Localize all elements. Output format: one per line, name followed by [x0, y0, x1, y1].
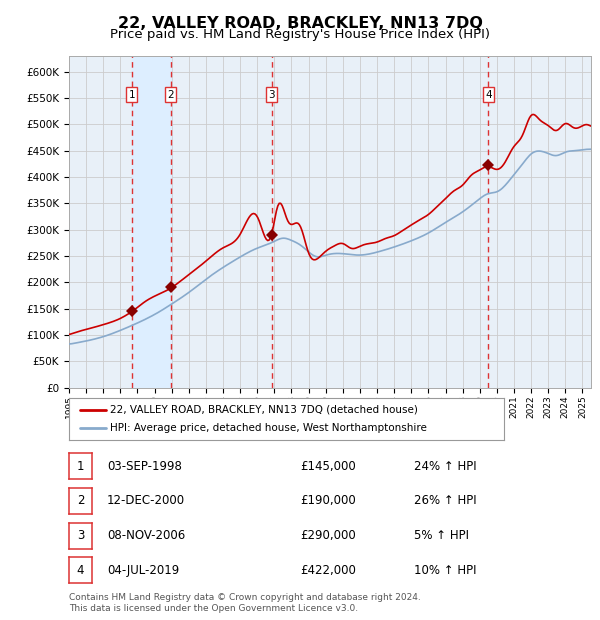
Text: 26% ↑ HPI: 26% ↑ HPI: [414, 495, 476, 507]
Text: 04-JUL-2019: 04-JUL-2019: [107, 564, 179, 577]
Text: £190,000: £190,000: [300, 495, 356, 507]
Text: £422,000: £422,000: [300, 564, 356, 577]
Text: 12-DEC-2000: 12-DEC-2000: [107, 495, 185, 507]
Text: 2: 2: [167, 90, 174, 100]
Text: 22, VALLEY ROAD, BRACKLEY, NN13 7DQ (detached house): 22, VALLEY ROAD, BRACKLEY, NN13 7DQ (det…: [110, 405, 418, 415]
Text: 5% ↑ HPI: 5% ↑ HPI: [414, 529, 469, 542]
Text: 1: 1: [77, 460, 84, 472]
Bar: [132, 56, 171, 388]
Text: 10% ↑ HPI: 10% ↑ HPI: [414, 564, 476, 577]
Text: 4: 4: [77, 564, 84, 577]
Text: 03-SEP-1998: 03-SEP-1998: [107, 460, 182, 472]
Text: 22, VALLEY ROAD, BRACKLEY, NN13 7DQ: 22, VALLEY ROAD, BRACKLEY, NN13 7DQ: [118, 16, 482, 30]
Text: 1: 1: [128, 90, 135, 100]
Text: 3: 3: [268, 90, 275, 100]
Text: 08-NOV-2006: 08-NOV-2006: [107, 529, 185, 542]
Text: Price paid vs. HM Land Registry's House Price Index (HPI): Price paid vs. HM Land Registry's House …: [110, 28, 490, 41]
Text: 24% ↑ HPI: 24% ↑ HPI: [414, 460, 476, 472]
Text: 3: 3: [77, 529, 84, 542]
Text: 4: 4: [485, 90, 491, 100]
Text: Contains HM Land Registry data © Crown copyright and database right 2024.
This d: Contains HM Land Registry data © Crown c…: [69, 593, 421, 613]
Text: HPI: Average price, detached house, West Northamptonshire: HPI: Average price, detached house, West…: [110, 423, 427, 433]
Text: £290,000: £290,000: [300, 529, 356, 542]
Text: £145,000: £145,000: [300, 460, 356, 472]
Text: 2: 2: [77, 495, 84, 507]
